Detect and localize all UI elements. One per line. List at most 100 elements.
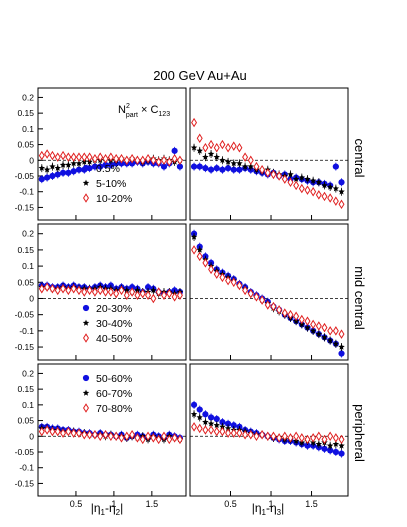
y-tick-label: 0.15 <box>17 108 34 118</box>
data-point <box>155 287 162 297</box>
data-point <box>202 142 209 153</box>
data-point <box>107 287 114 297</box>
data-point <box>338 350 345 357</box>
data-point <box>304 324 311 331</box>
data-point <box>224 425 232 432</box>
data-point <box>65 285 72 296</box>
data-point <box>60 284 67 294</box>
data-point <box>196 133 203 144</box>
data-point <box>160 290 167 300</box>
legend-label: 40-50% <box>96 333 132 345</box>
formula-sub: part <box>126 112 138 119</box>
y-tick-label: -0.15 <box>15 342 35 352</box>
formula-sup: 2 <box>126 103 130 110</box>
data-point <box>321 333 328 341</box>
series-40-50% <box>38 282 183 304</box>
data-point <box>171 292 178 302</box>
data-point <box>224 158 232 165</box>
data-point <box>242 429 249 440</box>
panel-2-1: 0.5 1 1.5 <box>189 363 349 509</box>
data-point <box>176 155 183 166</box>
data-point <box>281 308 288 318</box>
data-point <box>293 431 300 442</box>
data-point <box>276 171 283 181</box>
data-point <box>171 433 178 443</box>
data-point <box>190 163 198 170</box>
legend-label: 30-40% <box>96 318 132 330</box>
data-point <box>75 166 83 173</box>
data-point <box>281 174 288 184</box>
data-point <box>225 428 232 438</box>
x-tick-label: 0.5 <box>224 499 237 509</box>
legend-marker <box>82 374 90 382</box>
legend-marker <box>82 389 90 396</box>
data-point <box>304 185 311 195</box>
data-point <box>145 431 152 442</box>
data-point <box>176 290 183 300</box>
series-10-20% <box>38 149 183 167</box>
data-point <box>236 280 243 291</box>
legend-marker <box>83 193 89 203</box>
data-point <box>230 141 237 151</box>
data-point <box>129 284 136 291</box>
data-point <box>304 434 311 445</box>
data-point <box>292 175 300 182</box>
data-point <box>107 431 114 442</box>
data-point <box>196 246 203 253</box>
data-point <box>321 191 328 202</box>
y-tick-label: -0.05 <box>15 310 35 320</box>
xlabel-right-s2: 3 <box>277 508 282 517</box>
data-point <box>338 442 345 449</box>
data-point <box>208 425 215 435</box>
data-point <box>70 152 77 162</box>
y-tick-label: 0.05 <box>17 277 34 287</box>
data-point <box>315 190 322 200</box>
xlabel-right-post: | <box>281 501 284 515</box>
data-point <box>219 272 226 283</box>
formula-label: N2 part × C123 <box>118 103 170 119</box>
x-axis-label-right: |η1-η3| <box>252 501 285 517</box>
data-point <box>326 183 334 190</box>
xlabel-left-s1: 1 <box>101 508 106 517</box>
data-point <box>287 309 294 320</box>
data-point <box>155 157 162 167</box>
data-point <box>70 428 77 438</box>
data-point <box>118 433 125 443</box>
data-point <box>86 429 93 440</box>
xlabel-right-mid: -η <box>266 501 277 515</box>
data-point <box>241 163 249 170</box>
data-point <box>219 156 226 164</box>
data-point <box>247 429 254 440</box>
data-point <box>219 426 226 437</box>
data-point <box>49 284 56 294</box>
data-point <box>293 311 300 322</box>
data-point <box>304 316 311 326</box>
data-point <box>44 149 51 159</box>
series-70-80% <box>38 425 183 445</box>
y-tick-label: 0.15 <box>17 245 34 255</box>
y-tick-label: -0.05 <box>15 447 35 457</box>
y-tick-label: 0.1 <box>22 261 34 271</box>
data-point <box>253 161 260 172</box>
data-point <box>123 155 130 166</box>
legend-label: 60-70% <box>96 388 132 400</box>
x-axis-label-left: |η1-η2| <box>91 501 124 517</box>
data-point <box>113 431 120 442</box>
y-tick-label: -0.15 <box>15 478 35 488</box>
data-point <box>191 245 198 255</box>
data-point <box>327 326 334 336</box>
y-tick-label: 0.2 <box>22 368 34 378</box>
data-point <box>208 264 215 275</box>
data-point <box>196 251 203 262</box>
data-point <box>253 431 260 442</box>
data-point <box>113 288 120 299</box>
data-point <box>102 287 109 297</box>
data-point <box>321 434 328 445</box>
data-point <box>145 290 152 300</box>
xlabel-left-post: | <box>120 501 123 515</box>
data-point <box>208 139 215 150</box>
data-point <box>160 155 167 166</box>
data-point <box>207 420 215 427</box>
panel-1-0: -0.15 -0.1 -0.05 0 0.05 0.1 0.15 0.2 20-30% 30-40… <box>15 223 187 361</box>
